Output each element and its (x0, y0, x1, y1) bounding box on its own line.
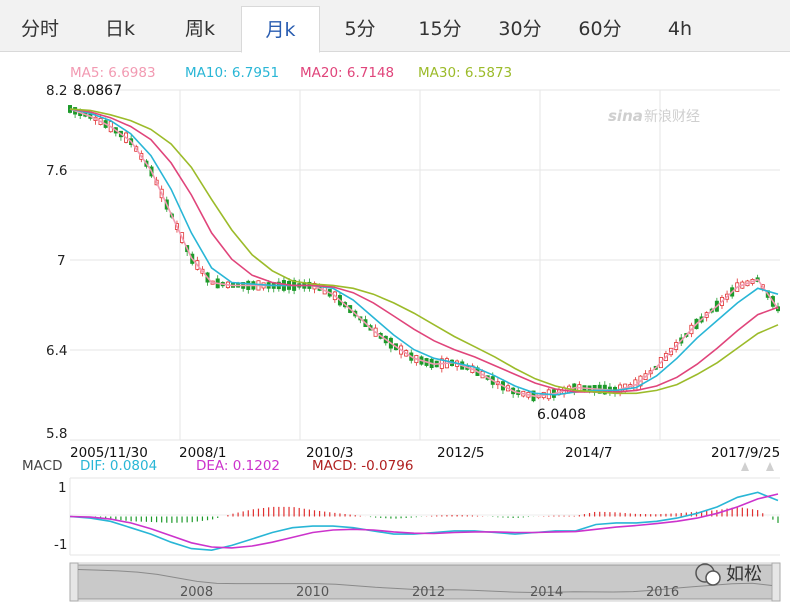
macd-title: MACD (22, 458, 62, 474)
navigator-year-label: 2016 (646, 585, 679, 600)
y-tick-label: 6.4 (46, 343, 67, 359)
tab-4h[interactable]: 4h (667, 18, 693, 40)
scroll-up-arrow-icon[interactable] (766, 462, 774, 471)
ma10-line (69, 108, 779, 396)
dea-legend: DEA: 0.1202 (196, 458, 280, 474)
navigator-year-label: 2008 (180, 585, 213, 600)
wechat-icon-bubble (705, 570, 721, 586)
candle (414, 354, 419, 366)
macd-panel-frame (69, 477, 780, 556)
ma10-legend: MA10: 6.7951 (185, 65, 279, 81)
low-annotation: 6.0408 (537, 407, 586, 423)
candle (261, 282, 266, 291)
candle (246, 279, 251, 294)
ma5-legend: MA5: 6.6983 (70, 65, 156, 81)
macd-y-tick: 1 (58, 480, 67, 496)
macd-y-tick: -1 (54, 537, 67, 553)
ma20-legend: MA20: 6.7148 (300, 65, 394, 81)
ma5-line (69, 108, 779, 398)
macd-legend: MACD DIF: 0.0804 DEA: 0.1202 MACD: -0.07… (22, 458, 413, 474)
x-tick-label: 2010/3 (306, 445, 354, 461)
dif-legend: DIF: 0.0804 (80, 458, 157, 474)
tab-weekly-k[interactable]: 周k (184, 18, 215, 40)
x-tick-label: 2008/1 (179, 445, 227, 461)
tab-timeshare[interactable]: 分时 (20, 18, 59, 40)
dea-line (69, 493, 779, 549)
candle (455, 359, 460, 371)
price-grid (70, 89, 780, 441)
y-tick-label: 7 (57, 253, 66, 269)
navigator-left-handle[interactable] (69, 562, 79, 602)
tab-monthly-k[interactable]: 月k (241, 6, 320, 53)
macd-value-legend: MACD: -0.0796 (312, 458, 413, 474)
y-tick-label: 8.2 (46, 83, 67, 99)
scroll-arrows[interactable] (741, 462, 774, 471)
high-annotation: 8.0867 (73, 83, 122, 99)
navigator-right-handle[interactable] (771, 562, 781, 602)
y-tick-label: 5.8 (46, 426, 67, 442)
candle (577, 381, 582, 392)
x-tick-label: 2017/9/25 (711, 445, 780, 461)
wechat-badge: 如松 (695, 563, 762, 586)
tab-5min[interactable]: 5分 (344, 18, 376, 40)
scroll-up-arrow-icon[interactable] (741, 462, 749, 471)
macd-lines (69, 491, 779, 552)
moving-average-lines (69, 108, 779, 398)
price-x-axis: 2005/11/30 2008/1 2010/3 2012/5 2014/7 2… (70, 445, 780, 461)
x-tick-label: 2012/5 (437, 445, 485, 461)
x-tick-label: 2014/7 (565, 445, 613, 461)
ma20-line (69, 108, 779, 393)
watermark-text: 新浪财经 (644, 109, 700, 125)
y-tick-label: 7.6 (46, 163, 67, 179)
candle (735, 278, 740, 292)
x-tick-label: 2005/11/30 (70, 445, 148, 461)
macd-histogram (74, 506, 779, 523)
ma-legend: MA5: 6.6983 MA10: 6.7951 MA20: 6.7148 MA… (70, 65, 512, 81)
period-tab-bar: 分时 日k 周k 月k 5分 15分 30分 60分 4h (0, 0, 790, 53)
ma30-legend: MA30: 6.5873 (418, 65, 512, 81)
navigator-year-label: 2010 (296, 585, 329, 600)
navigator-window[interactable] (77, 564, 773, 600)
tab-30min[interactable]: 30分 (498, 18, 542, 40)
tab-15min[interactable]: 15分 (418, 18, 462, 40)
navigator-mini-line (77, 569, 773, 594)
price-y-axis: 8.2 7.6 7 6.4 5.8 (46, 83, 67, 442)
navigator-year-label: 2014 (530, 585, 563, 600)
tab-60min[interactable]: 60分 (578, 18, 622, 40)
wechat-account-name: 如松 (726, 564, 762, 585)
sina-watermark: sina 新浪财经 (608, 107, 700, 125)
sina-logo-text: sina (608, 107, 643, 125)
tab-daily-k[interactable]: 日k (104, 18, 135, 40)
range-navigator[interactable]: 2008 2010 2012 2014 2016 (69, 562, 781, 602)
ma30-line (69, 108, 779, 395)
candle (215, 275, 220, 289)
navigator-year-label: 2012 (412, 585, 445, 600)
